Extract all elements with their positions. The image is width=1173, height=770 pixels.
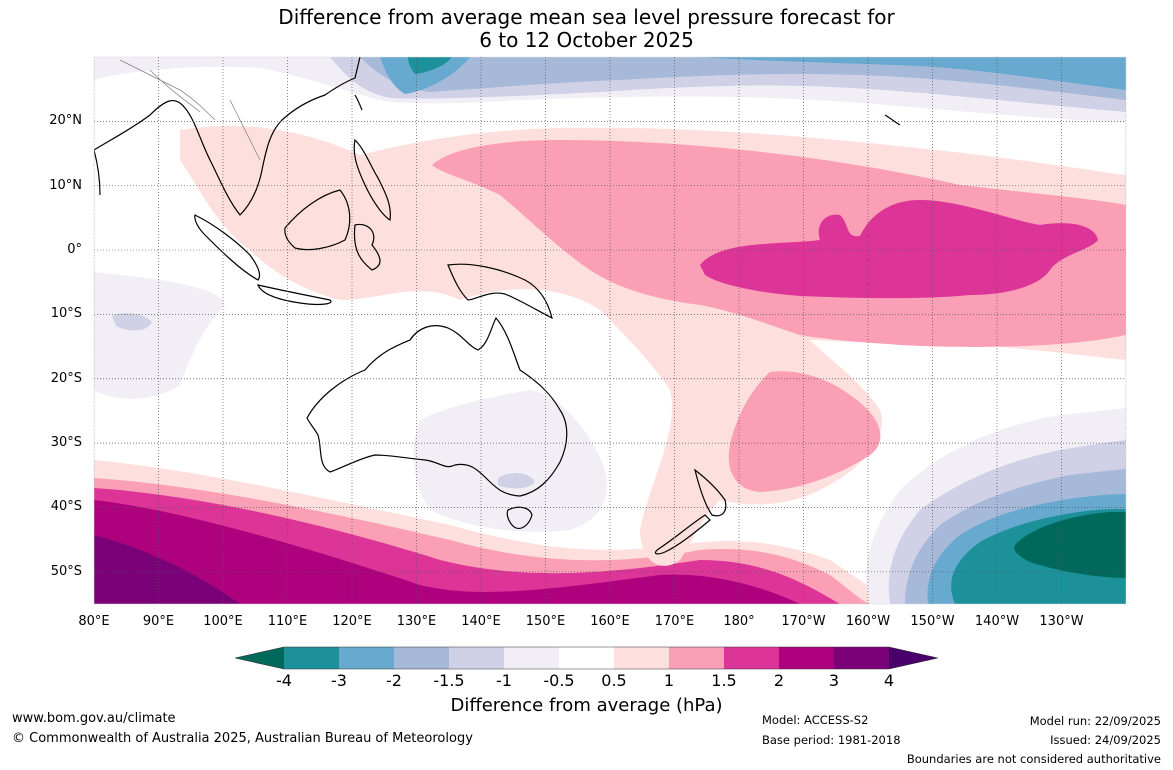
contour-south-2 xyxy=(94,500,800,604)
lon-label: 160°E xyxy=(590,614,630,629)
lon-label: 130°E xyxy=(396,614,437,629)
colorbar-tick: -1.5 xyxy=(433,671,465,690)
model-run-text: Model run: 22/09/2025 xyxy=(1029,714,1161,728)
lon-label: 110°E xyxy=(267,614,308,629)
colorbar-tick: -4 xyxy=(276,671,292,690)
model-text: Model: ACCESS-S2 xyxy=(762,713,869,727)
lon-label: 90°E xyxy=(142,614,175,629)
colorbar-tick: -1 xyxy=(496,671,512,690)
sumatra-coast xyxy=(194,214,261,281)
chart-title-line2: 6 to 12 October 2025 xyxy=(479,28,694,52)
coastlines xyxy=(94,57,901,555)
colorbar-tick: -0.5 xyxy=(543,671,575,690)
contour-aus-neg xyxy=(413,390,607,532)
contour-sw-neg-core xyxy=(112,313,152,331)
se-asia-borders xyxy=(119,59,261,161)
colorbar-tick: 2 xyxy=(773,671,785,690)
colorbar-tick: 1.5 xyxy=(711,671,737,690)
copyright-text: © Commonwealth of Australia 2025, Austra… xyxy=(12,731,473,746)
lat-label: 20°S xyxy=(50,370,82,386)
contour-tropics-1-south xyxy=(728,371,881,492)
borneo-coast xyxy=(284,189,351,251)
lon-label: 170°W xyxy=(781,614,826,629)
contour-north-neg-1.5 xyxy=(360,57,1126,100)
issued-text: Issued: 24/09/2025 xyxy=(1050,733,1161,747)
india-coast xyxy=(94,149,101,196)
contour-aus-neg-core xyxy=(498,473,535,489)
colorbar-segment xyxy=(779,647,834,669)
philippines-coast xyxy=(353,138,391,222)
lat-label: 10°N xyxy=(49,177,82,193)
sulawesi-coast xyxy=(353,223,381,271)
new-zealand-south-coast xyxy=(654,514,711,555)
lon-label: 130°W xyxy=(1039,614,1084,629)
colorbar-left-arrow xyxy=(235,647,284,669)
lon-label: 170°E xyxy=(654,614,695,629)
lon-label: 120°E xyxy=(332,614,372,629)
contour-north-neg-3 xyxy=(408,57,452,74)
lon-label: 180° xyxy=(723,614,755,629)
java-coast xyxy=(257,284,332,306)
chart-title-line1: Difference from average mean sea level p… xyxy=(278,5,895,29)
contour-south-3 xyxy=(94,535,240,604)
disclaimer-text: Boundaries are not considered authoritat… xyxy=(906,752,1161,766)
colorbar-tick: 4 xyxy=(883,671,895,690)
colorbar-label: Difference from average (hPa) xyxy=(450,695,723,716)
colorbar-segment xyxy=(339,647,394,669)
lon-label: 140°W xyxy=(974,614,1020,629)
colorbar-segment xyxy=(669,647,724,669)
asia-coast xyxy=(94,57,361,216)
colorbar-segment xyxy=(724,647,779,669)
lon-label: 140°E xyxy=(461,614,501,629)
map-area xyxy=(94,57,1126,604)
base-period-text: Base period: 1981-2018 xyxy=(762,733,901,747)
colorbar xyxy=(234,646,939,670)
lat-label: 40°S xyxy=(50,499,82,515)
australia-coast xyxy=(306,316,568,497)
lat-label: 10°S xyxy=(50,306,82,322)
colorbar-tick: 1 xyxy=(663,671,675,690)
contour-north-neg-2 xyxy=(380,57,1126,94)
colorbar-tick: 0.5 xyxy=(601,671,627,690)
lat-label: 30°S xyxy=(50,435,82,451)
lon-label: 100°E xyxy=(203,614,243,629)
colorbar-tick: -3 xyxy=(331,671,347,690)
colorbar-segment xyxy=(834,647,889,669)
colorbar-outline xyxy=(234,646,939,670)
website-link[interactable]: www.bom.gov.au/climate xyxy=(12,711,176,726)
lon-label: 150°W xyxy=(910,614,955,629)
hawaii-coast xyxy=(884,114,901,126)
colorbar-segment xyxy=(559,647,614,669)
lat-label: 0° xyxy=(67,242,82,258)
lat-label: 20°N xyxy=(49,113,82,129)
colorbar-segment xyxy=(449,647,504,669)
contour-sw-neg xyxy=(94,272,225,399)
gridlines xyxy=(94,57,1126,604)
colorbar-segment xyxy=(394,647,449,669)
lon-label: 160°W xyxy=(845,614,891,629)
contour-tropics-1.5 xyxy=(700,200,1098,299)
japan-taiwan-coast xyxy=(354,94,363,111)
colorbar-segment xyxy=(284,647,339,669)
new-guinea-coast xyxy=(447,263,553,320)
colorbar-segment xyxy=(504,647,559,669)
contour-sp-neg-4 xyxy=(1014,512,1126,578)
country-borders xyxy=(119,59,261,161)
new-zealand-north-coast xyxy=(693,468,727,517)
lat-label: 50°S xyxy=(50,563,82,579)
colorbar-right-arrow xyxy=(889,647,938,669)
lon-label: 80°E xyxy=(78,614,110,629)
map-frame xyxy=(93,56,1127,605)
colorbar-tick: 3 xyxy=(828,671,840,690)
lon-label: 150°E xyxy=(525,614,566,629)
colorbar-segment xyxy=(614,647,669,669)
colorbar-tick: -2 xyxy=(386,671,402,690)
